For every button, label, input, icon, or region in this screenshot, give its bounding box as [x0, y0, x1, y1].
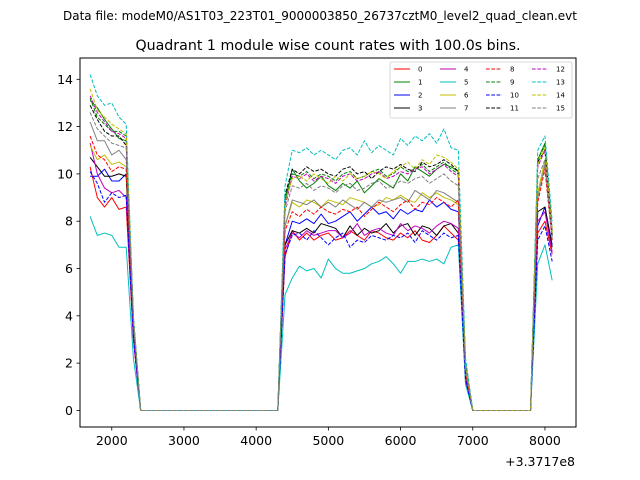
legend-label-2: 2: [418, 92, 422, 100]
y-tick-label: 8: [65, 214, 73, 229]
legend-label-3: 3: [418, 105, 422, 113]
series-line-11: [89, 105, 553, 411]
chart-title: Quadrant 1 module wise count rates with …: [135, 38, 520, 54]
legend-label-1: 1: [418, 79, 422, 87]
x-tick-label: 6000: [385, 433, 417, 448]
y-tick-label: 0: [65, 403, 73, 418]
legend-label-8: 8: [510, 66, 514, 74]
series-line-5: [89, 216, 553, 411]
x-tick-label: 8000: [529, 433, 561, 448]
legend-label-7: 7: [464, 105, 468, 113]
series-line-3: [89, 157, 553, 411]
legend-label-12: 12: [556, 66, 565, 74]
series-line-9: [89, 98, 553, 411]
y-tick-label: 4: [65, 308, 73, 323]
x-tick-label: 4000: [240, 433, 272, 448]
legend-box: [389, 61, 573, 119]
y-tick-label: 6: [65, 261, 73, 276]
data-file-suptitle: Data file: modeM0/AS1T03_223T01_90000038…: [63, 9, 577, 23]
series-line-2: [90, 168, 553, 411]
series-line-0: [89, 166, 553, 411]
y-tick-label: 12: [57, 119, 73, 134]
legend-label-9: 9: [510, 79, 514, 87]
y-tick-label: 10: [57, 166, 73, 181]
x-tick-label: 7000: [457, 433, 489, 448]
x-tick-label: 3000: [168, 433, 200, 448]
y-axis: 0 2 4 6 8 10 12 14: [57, 72, 80, 418]
series-line-15: [89, 112, 553, 411]
legend-label-14: 14: [556, 92, 565, 100]
legend-label-11: 11: [510, 105, 519, 113]
legend-label-4: 4: [464, 66, 469, 74]
series-line-1: [89, 100, 553, 411]
x-axis: 2000 3000 4000 5000 6000 7000 8000: [96, 427, 561, 448]
legend-label-5: 5: [464, 79, 468, 87]
legend-label-15: 15: [556, 105, 565, 113]
series-line-12: [89, 95, 553, 411]
series-line-14: [89, 88, 553, 411]
legend-label-6: 6: [464, 92, 469, 100]
legend-label-13: 13: [556, 79, 565, 87]
legend-label-10: 10: [510, 92, 519, 100]
y-tick-label: 14: [57, 72, 73, 87]
x-tick-label: 2000: [96, 433, 128, 448]
series-line-8: [89, 135, 553, 411]
y-tick-label: 2: [65, 356, 73, 371]
series-layer: [89, 74, 553, 411]
series-line-7: [89, 121, 553, 411]
x-tick-label: 5000: [312, 433, 344, 448]
series-line-13: [89, 74, 553, 411]
legend-label-0: 0: [418, 66, 422, 74]
x-offset-label: +3.3717e8: [505, 454, 575, 469]
